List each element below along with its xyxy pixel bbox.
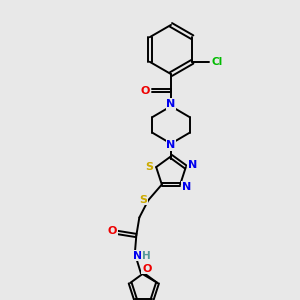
- Text: Cl: Cl: [211, 57, 223, 67]
- Text: N: N: [133, 250, 142, 261]
- Text: S: S: [146, 162, 154, 172]
- Text: N: N: [188, 160, 197, 170]
- Text: O: O: [141, 85, 150, 96]
- Text: S: S: [139, 194, 147, 205]
- Text: O: O: [108, 226, 117, 236]
- Text: N: N: [167, 99, 176, 109]
- Text: N: N: [167, 140, 176, 150]
- Text: N: N: [182, 182, 191, 192]
- Text: O: O: [142, 263, 152, 274]
- Text: H: H: [142, 250, 151, 261]
